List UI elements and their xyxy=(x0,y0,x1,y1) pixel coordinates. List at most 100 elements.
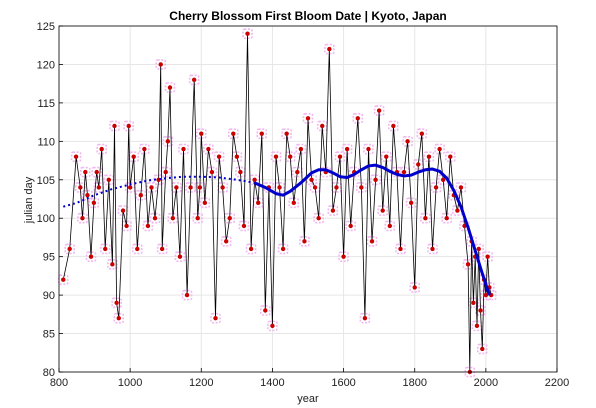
data-point xyxy=(170,216,176,221)
data-point-halo xyxy=(238,220,250,232)
data-point xyxy=(83,169,88,175)
y-tick-label: 110 xyxy=(37,136,55,148)
plot-area xyxy=(57,28,497,378)
x-tick-label: 800 xyxy=(50,377,68,389)
data-point-halo xyxy=(277,243,289,255)
x-tick-label: 1600 xyxy=(331,377,355,389)
data-point-halo xyxy=(306,174,317,186)
data-point xyxy=(448,154,453,159)
data-point xyxy=(419,131,425,136)
data-point xyxy=(135,246,140,252)
data-point xyxy=(234,154,240,159)
data-point-halo xyxy=(231,151,243,163)
data-point xyxy=(355,116,360,121)
data-point xyxy=(114,300,119,305)
data-point xyxy=(485,254,490,259)
data-point xyxy=(256,200,261,206)
data-point-halo xyxy=(64,243,75,255)
data-point xyxy=(124,223,129,229)
data-point-halo xyxy=(377,205,389,216)
data-point-halo xyxy=(427,243,438,255)
y-tick-label: 95 xyxy=(43,252,55,264)
data-point xyxy=(61,277,66,282)
x-tick-label: 2000 xyxy=(474,377,498,389)
trend-line xyxy=(254,163,491,296)
data-point xyxy=(191,77,197,83)
data-point xyxy=(167,85,173,90)
data-point-halo xyxy=(409,282,421,293)
data-point xyxy=(327,46,332,52)
data-point xyxy=(120,208,126,213)
data-point xyxy=(387,223,393,229)
x-tick-label: 1000 xyxy=(118,377,142,389)
data-point xyxy=(163,169,168,175)
data-point-halo xyxy=(327,205,339,216)
data-point xyxy=(465,262,471,267)
data-point xyxy=(312,185,318,190)
data-point xyxy=(426,154,432,159)
data-point xyxy=(181,146,186,152)
data-point-halo xyxy=(420,212,431,224)
data-point-halo xyxy=(224,212,236,224)
data-point xyxy=(305,116,311,121)
data-point-halo xyxy=(434,143,445,155)
data-point xyxy=(199,131,204,136)
data-point xyxy=(284,131,289,136)
data-point xyxy=(223,239,229,244)
data-point xyxy=(88,254,94,259)
data-point-halo xyxy=(359,312,371,324)
data-point xyxy=(369,239,375,244)
data-point xyxy=(337,154,343,159)
data-point-halo xyxy=(181,289,193,301)
data-point xyxy=(197,185,203,190)
data-point xyxy=(334,185,339,190)
data-point-halo xyxy=(220,235,232,247)
data-point xyxy=(455,208,460,213)
data-point-halo xyxy=(85,251,97,262)
y-tick-label: 120 xyxy=(37,59,55,71)
data-point xyxy=(184,292,190,298)
y-axis-label: julian day xyxy=(23,176,35,224)
data-point-halo xyxy=(267,320,278,332)
data-point-halo xyxy=(113,312,125,324)
data-point-halo xyxy=(174,251,186,262)
point-halos xyxy=(57,28,497,378)
data-point xyxy=(103,246,108,252)
data-point xyxy=(127,185,133,190)
data-point xyxy=(213,315,218,321)
data-point xyxy=(206,146,211,152)
data-point-halo xyxy=(167,212,179,224)
data-point xyxy=(158,62,163,67)
data-point xyxy=(259,131,264,136)
data-point-halo xyxy=(77,212,88,224)
data-point xyxy=(112,123,117,129)
data-point-halo xyxy=(299,235,310,247)
chart-title: Cherry Blossom First Bloom Date | Kyoto,… xyxy=(169,9,446,23)
data-point-halo xyxy=(57,274,69,286)
data-point xyxy=(291,200,296,206)
data-point xyxy=(302,239,307,244)
data-point xyxy=(440,177,446,182)
data-point-halo xyxy=(395,243,406,255)
data-point xyxy=(209,169,215,175)
data-point-halo xyxy=(121,220,132,232)
data-point xyxy=(152,216,158,221)
data-point xyxy=(99,146,104,152)
data-point xyxy=(478,308,483,313)
data-point xyxy=(295,169,300,175)
grid xyxy=(58,25,558,373)
data-point-halo xyxy=(111,297,122,309)
data-point xyxy=(231,131,236,136)
data-point-halo xyxy=(107,259,118,270)
data-point xyxy=(149,185,154,190)
data-point xyxy=(126,123,131,129)
y-tick-label: 90 xyxy=(43,290,55,302)
data-point xyxy=(270,323,275,329)
y-tick-label: 115 xyxy=(37,98,55,110)
data-point xyxy=(277,185,282,190)
data-point xyxy=(195,216,200,221)
data-point xyxy=(398,246,403,252)
data-point xyxy=(241,223,247,229)
y-tick-label: 80 xyxy=(43,367,55,379)
data-point xyxy=(384,154,389,159)
